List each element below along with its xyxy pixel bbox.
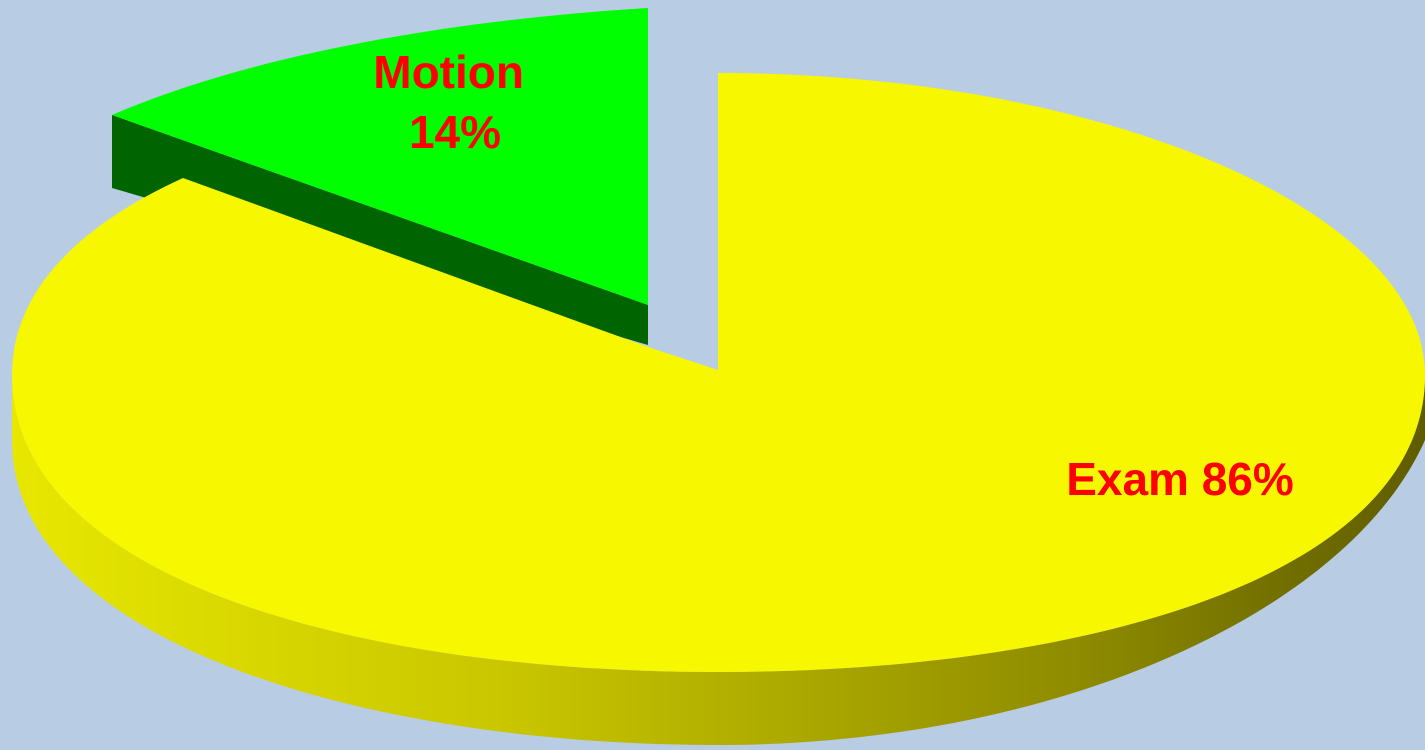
slice-exam-percent: 86% xyxy=(1202,453,1294,505)
slice-motion-top xyxy=(112,8,648,305)
slice-exam-side xyxy=(12,375,1425,745)
slice-exam-top xyxy=(12,73,1425,672)
slice-motion: Motion 14% xyxy=(112,8,648,345)
slice-exam-name: Exam xyxy=(1066,453,1189,505)
slice-motion-name: Motion xyxy=(373,46,524,98)
slice-motion-percent: 14% xyxy=(409,106,501,158)
slice-motion-side xyxy=(112,115,648,345)
slice-exam-label: Exam 86% xyxy=(1066,453,1294,505)
slice-exam: Exam 86% xyxy=(12,73,1425,745)
slice-motion-label: Motion 14% xyxy=(373,46,537,158)
